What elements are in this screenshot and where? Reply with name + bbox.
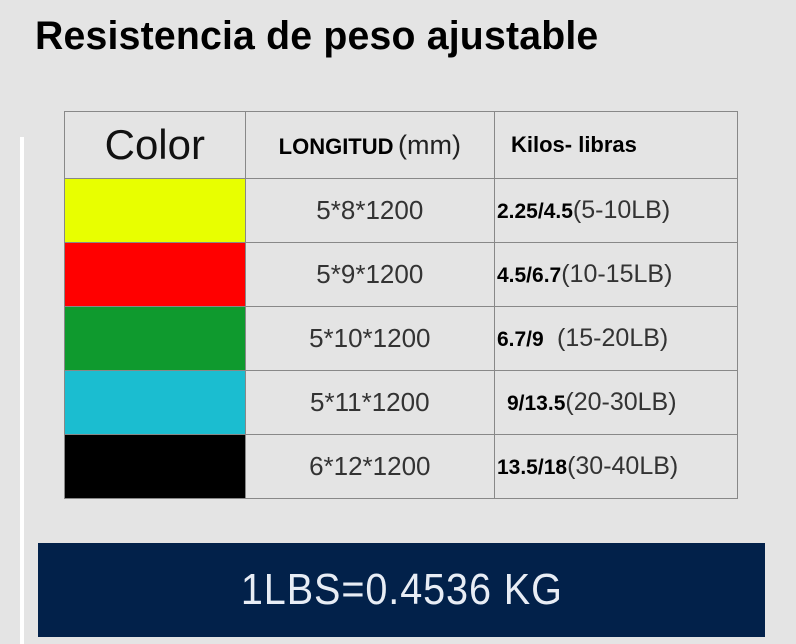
weight-cell: 4.5/6.7(10-15LB) xyxy=(493,242,739,307)
weight-cell: 6.7/9 (15-20LB) xyxy=(493,306,739,371)
conversion-banner: 1LBS=0.4536 KG xyxy=(38,543,765,637)
weight-cell: 13.5/18(30-40LB) xyxy=(493,434,739,499)
length-cell: 5*8*1200 xyxy=(244,178,495,243)
color-swatch-cyan xyxy=(64,370,246,435)
length-cell: 6*12*1200 xyxy=(244,434,495,499)
conversion-text: 1LBS=0.4536 KG xyxy=(240,565,563,614)
page-title: Resistencia de peso ajustable xyxy=(35,14,599,58)
table-header-row: Color LONGITUD (mm) Kilos- libras xyxy=(64,111,739,179)
color-swatch-yellow xyxy=(64,178,246,243)
color-swatch-green xyxy=(64,306,246,371)
header-length: LONGITUD (mm) xyxy=(244,111,495,179)
header-weight: Kilos- libras xyxy=(493,111,739,179)
table-row: 5*8*1200 2.25/4.5(5-10LB) xyxy=(64,178,739,243)
length-cell: 5*10*1200 xyxy=(244,306,495,371)
resistance-table: Color LONGITUD (mm) Kilos- libras 5*8*12… xyxy=(64,111,739,499)
table-row: 5*10*1200 6.7/9 (15-20LB) xyxy=(64,306,739,371)
color-swatch-black xyxy=(64,434,246,499)
length-cell: 5*11*1200 xyxy=(244,370,495,435)
color-swatch-red xyxy=(64,242,246,307)
weight-cell: 2.25/4.5(5-10LB) xyxy=(493,178,739,243)
header-color: Color xyxy=(64,111,246,179)
table-row: 5*11*1200 9/13.5(20-30LB) xyxy=(64,370,739,435)
length-cell: 5*9*1200 xyxy=(244,242,495,307)
table-row: 6*12*1200 13.5/18(30-40LB) xyxy=(64,434,739,499)
weight-cell: 9/13.5(20-30LB) xyxy=(493,370,739,435)
divider-line xyxy=(20,137,24,644)
table-row: 5*9*1200 4.5/6.7(10-15LB) xyxy=(64,242,739,307)
